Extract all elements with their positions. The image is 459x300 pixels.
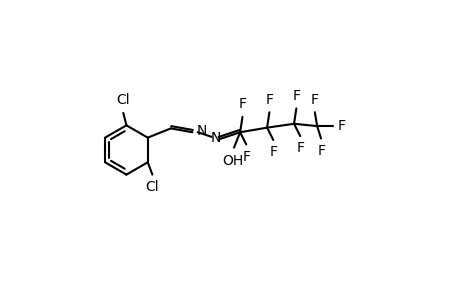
Text: F: F [238,98,246,112]
Text: F: F [310,93,318,107]
Text: F: F [317,144,325,158]
Text: F: F [269,145,277,159]
Text: F: F [292,89,300,103]
Text: Cl: Cl [116,93,130,107]
Text: F: F [336,119,344,133]
Text: N: N [196,124,206,139]
Text: Cl: Cl [145,180,159,194]
Text: OH: OH [221,154,242,168]
Text: F: F [297,142,304,155]
Text: N: N [210,131,220,146]
Text: F: F [265,93,273,107]
Text: F: F [242,150,251,164]
